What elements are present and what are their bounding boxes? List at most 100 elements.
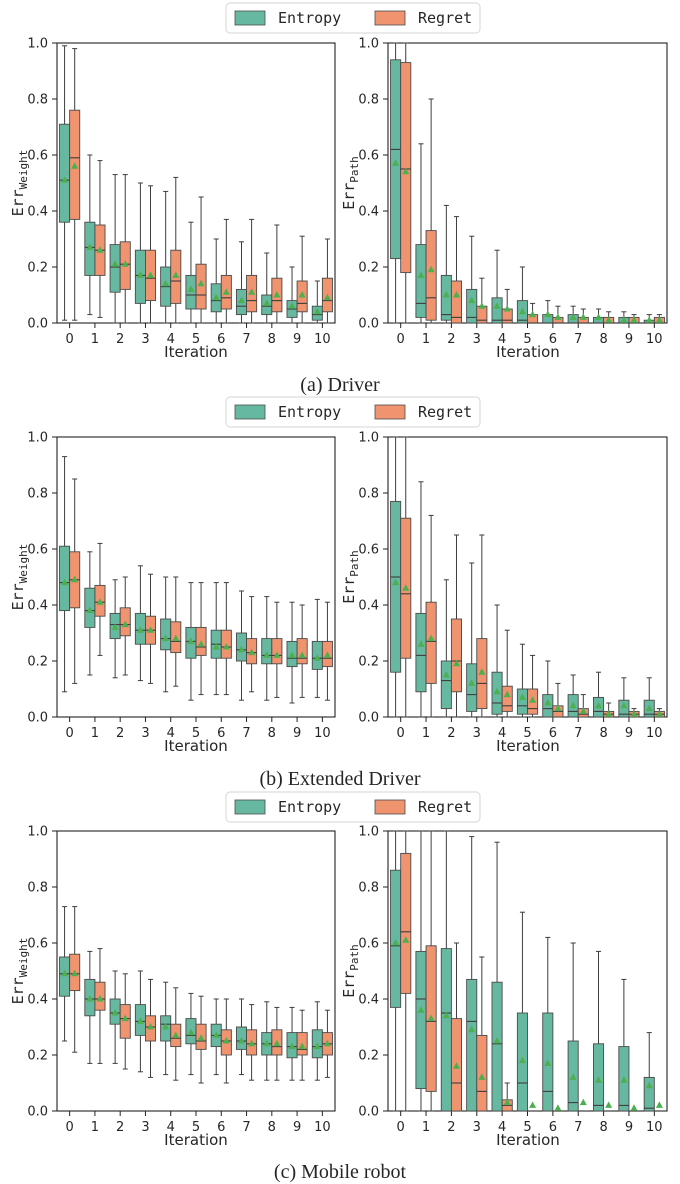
box-entropy-0 bbox=[390, 42, 402, 324]
mean-marker bbox=[503, 1098, 511, 1106]
mean-marker bbox=[518, 693, 526, 700]
box-regret-4 bbox=[501, 1082, 513, 1112]
box-entropy-2 bbox=[440, 579, 452, 718]
mean-marker bbox=[518, 1056, 526, 1064]
box-regret-1 bbox=[425, 830, 437, 1112]
y-tick-label: 1.0 bbox=[27, 825, 48, 840]
box-entropy-5 bbox=[185, 992, 197, 1076]
box-body bbox=[466, 288, 478, 324]
box-regret-10 bbox=[654, 1101, 665, 1112]
mean-marker bbox=[620, 1076, 628, 1083]
x-tick-label: 5 bbox=[192, 1120, 200, 1135]
box-entropy-1 bbox=[84, 154, 96, 316]
box-regret-2 bbox=[119, 973, 131, 1070]
mean-marker bbox=[427, 265, 435, 273]
mean-marker bbox=[442, 1011, 450, 1019]
mean-marker bbox=[263, 299, 271, 306]
box-regret-5 bbox=[195, 582, 207, 696]
mean-marker bbox=[187, 285, 195, 292]
box-body bbox=[390, 59, 402, 260]
box-entropy-3 bbox=[134, 182, 146, 324]
mean-marker bbox=[468, 1025, 476, 1033]
box-entropy-10 bbox=[643, 1032, 655, 1112]
y-tick-label: 0.8 bbox=[27, 93, 48, 108]
y-tick-label: 0.6 bbox=[358, 937, 379, 952]
box-body bbox=[440, 660, 452, 710]
box-entropy-4 bbox=[491, 841, 503, 1112]
box-body bbox=[450, 618, 463, 693]
box-entropy-10 bbox=[311, 1001, 323, 1081]
box-regret-3 bbox=[476, 956, 488, 1112]
box-regret-3 bbox=[145, 185, 157, 324]
mean-marker bbox=[493, 302, 501, 309]
y-tick-label: 0.0 bbox=[358, 711, 379, 726]
chart-driver-weight: 0.0 0.2 0.4 0.6 0.8 1.0 0 1 2 3 4 5 6 7 8 9 10 bbox=[27, 37, 336, 347]
y-tick-label: 1.0 bbox=[358, 37, 379, 52]
x-tick-label: 7 bbox=[574, 332, 582, 347]
y-tick-label: 0.2 bbox=[27, 1049, 48, 1064]
x-tick-label: 5 bbox=[192, 332, 200, 347]
box-entropy-1 bbox=[415, 830, 427, 1112]
mean-marker bbox=[313, 1042, 321, 1050]
legend-swatch-regret bbox=[374, 404, 406, 420]
x-tick-label: 4 bbox=[167, 1120, 175, 1135]
mean-marker bbox=[71, 575, 79, 583]
box-regret-6 bbox=[552, 305, 564, 324]
box-body bbox=[160, 618, 172, 651]
mean-marker bbox=[61, 578, 69, 586]
x-tick-label: 0 bbox=[65, 1120, 73, 1135]
mean-marker bbox=[544, 699, 552, 706]
box-regret-4 bbox=[170, 987, 182, 1081]
box-entropy-3 bbox=[466, 235, 478, 324]
box-regret-7 bbox=[246, 1004, 258, 1081]
mean-marker bbox=[212, 1031, 220, 1038]
box-regret-9 bbox=[296, 235, 308, 324]
box-regret-0 bbox=[69, 906, 81, 1053]
box-entropy-7 bbox=[567, 674, 579, 718]
mean-marker bbox=[121, 260, 129, 267]
xlabel-mobile-robot-path: Iteration bbox=[496, 1131, 560, 1149]
mean-marker bbox=[86, 606, 94, 614]
x-tick-label: 1 bbox=[422, 726, 430, 741]
box-body bbox=[415, 612, 427, 693]
x-tick-label: 10 bbox=[646, 726, 663, 741]
box-entropy-10 bbox=[643, 677, 655, 718]
mean-marker bbox=[162, 634, 170, 642]
x-tick-label: 6 bbox=[549, 726, 557, 741]
box-regret-2 bbox=[450, 216, 463, 324]
mean-marker bbox=[222, 288, 230, 295]
mean-marker bbox=[478, 302, 486, 309]
box-body bbox=[400, 852, 412, 994]
box-regret-8 bbox=[603, 702, 615, 718]
box-entropy-5 bbox=[516, 266, 528, 324]
mean-marker bbox=[595, 313, 603, 320]
mean-marker bbox=[452, 659, 460, 667]
box-regret-1 bbox=[94, 542, 106, 656]
mean-marker bbox=[273, 291, 281, 298]
x-tick-label: 2 bbox=[116, 726, 124, 741]
box-entropy-5 bbox=[516, 643, 528, 718]
box-body bbox=[59, 545, 71, 612]
box-entropy-1 bbox=[415, 481, 427, 718]
mean-marker bbox=[554, 313, 562, 320]
box-regret-2 bbox=[119, 174, 131, 324]
box-regret-4 bbox=[501, 629, 513, 718]
x-tick-label: 0 bbox=[397, 726, 405, 741]
box-regret-10 bbox=[653, 314, 665, 324]
x-tick-label: 3 bbox=[473, 726, 481, 741]
mean-marker bbox=[288, 651, 296, 658]
mean-marker bbox=[392, 939, 400, 946]
ylabel-extended-driver-weight: ErrWeight bbox=[9, 544, 30, 611]
mean-marker bbox=[452, 291, 460, 298]
box-entropy-9 bbox=[618, 978, 630, 1112]
mean-marker bbox=[298, 291, 306, 298]
y-tick-label: 0.2 bbox=[27, 261, 48, 276]
y-tick-label: 0.4 bbox=[358, 599, 379, 614]
y-tick-label: 1.0 bbox=[358, 431, 379, 446]
box-regret-5 bbox=[195, 196, 207, 324]
y-tick-label: 0.8 bbox=[27, 881, 48, 896]
mean-marker bbox=[442, 291, 450, 298]
mean-marker bbox=[263, 651, 271, 658]
box-entropy-4 bbox=[491, 249, 503, 324]
